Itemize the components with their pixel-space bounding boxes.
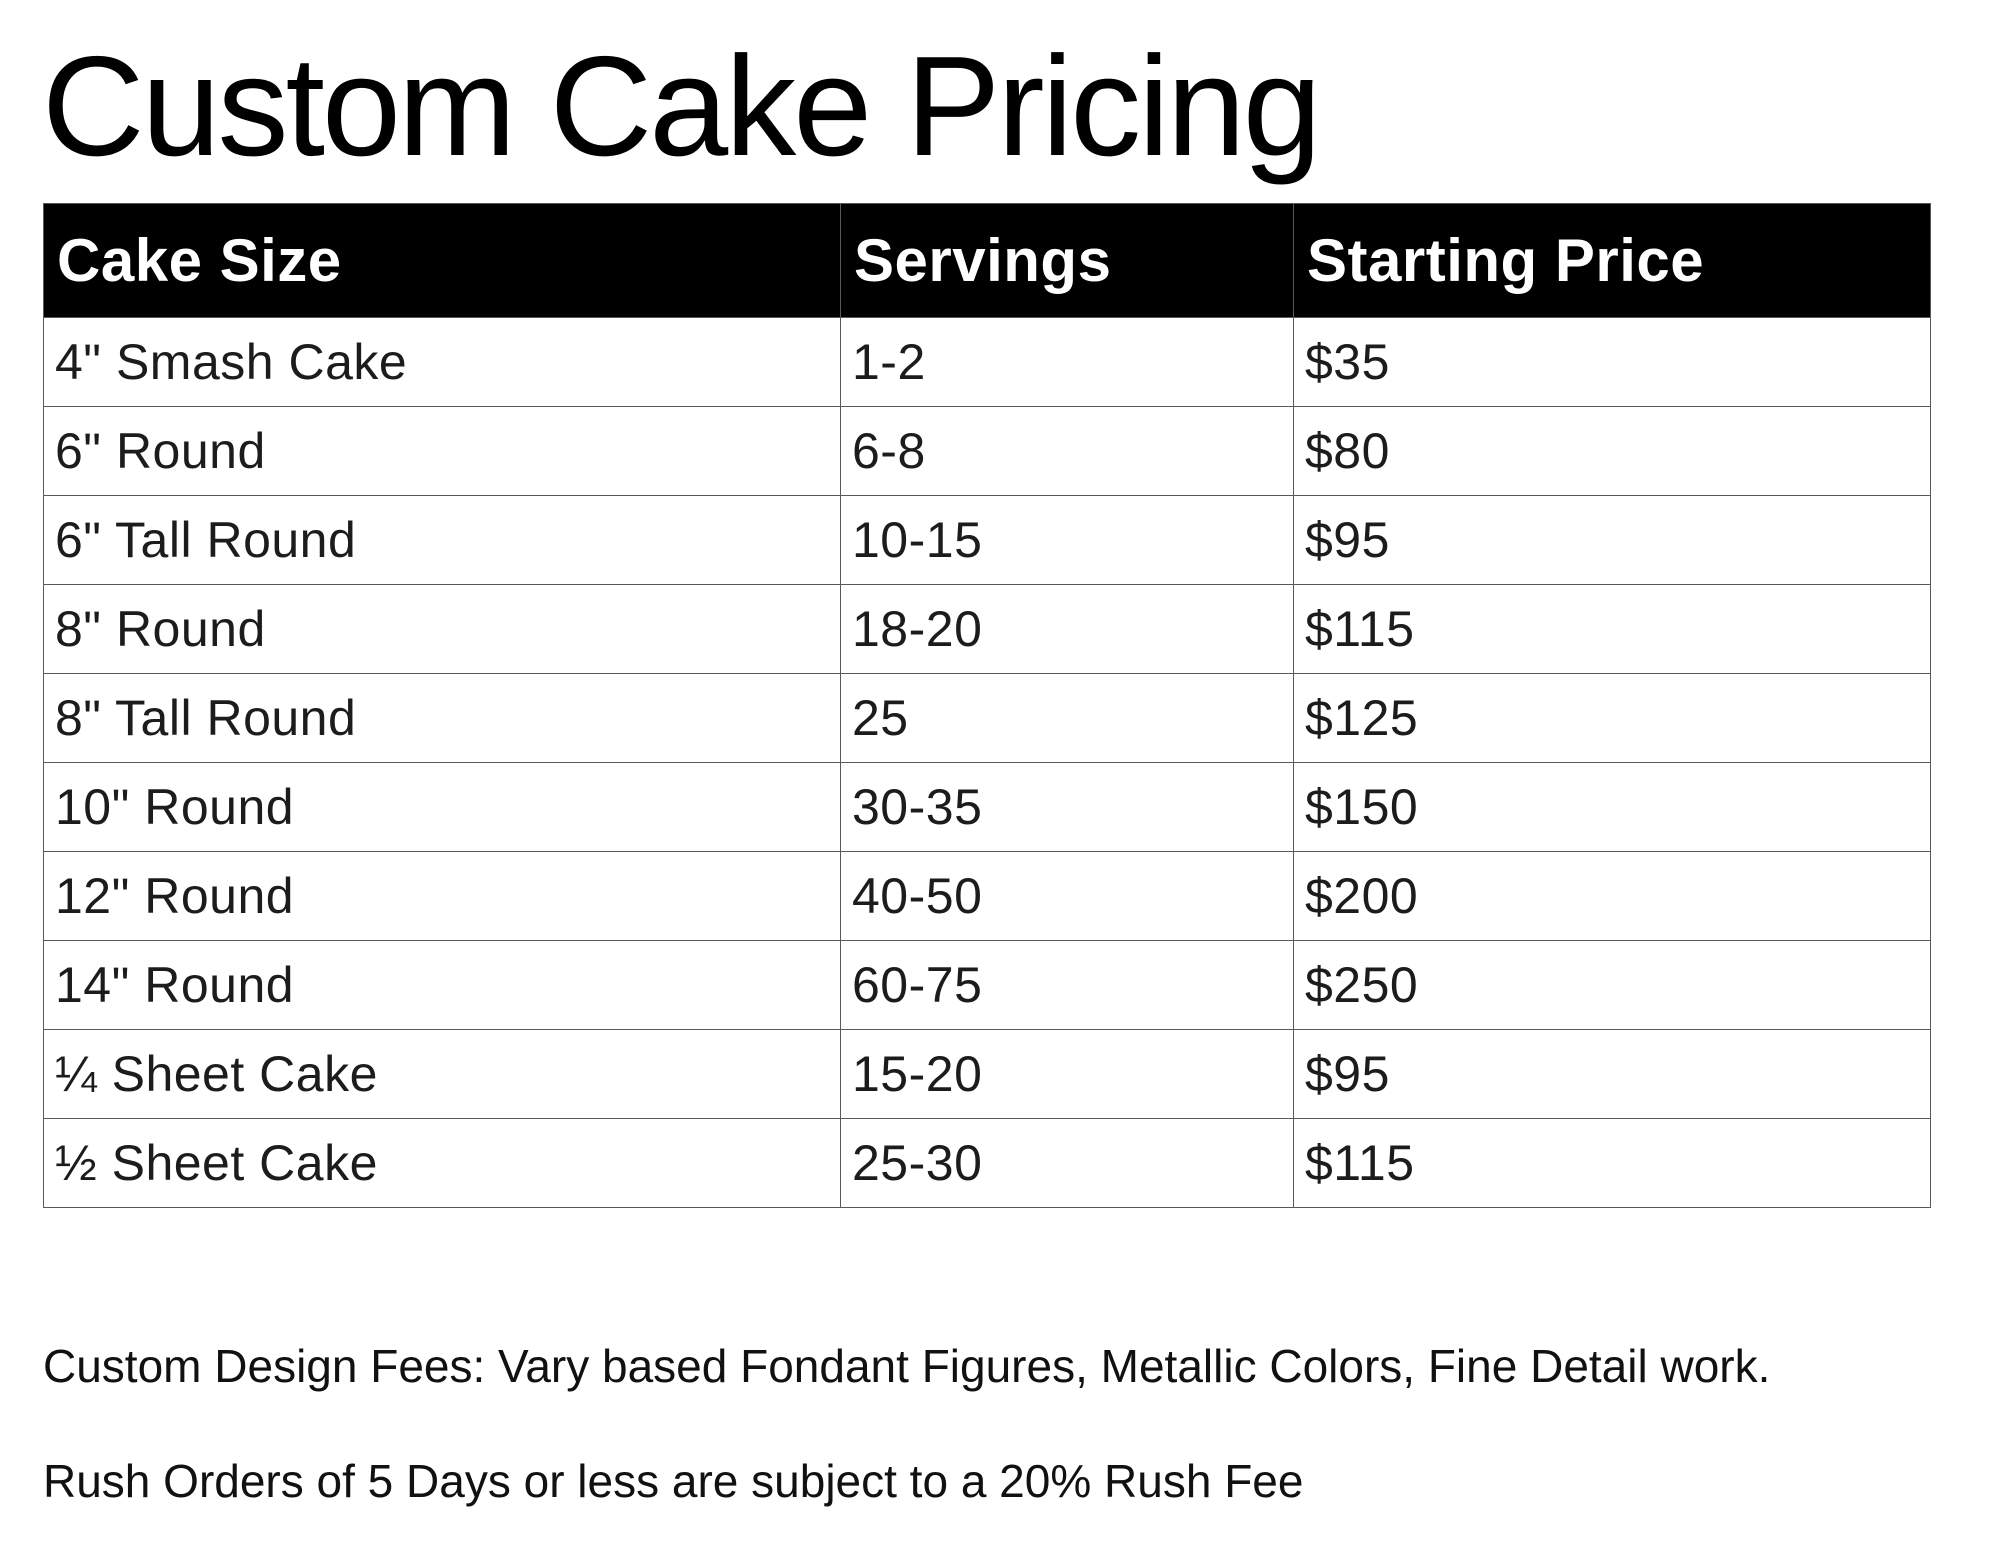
table-row: 4" Smash Cake 1-2 $35 (43, 317, 1931, 407)
servings-cell: 15-20 (840, 1029, 1294, 1119)
table-row: ¼ Sheet Cake 15-20 $95 (43, 1029, 1931, 1119)
page-title: Custom Cake Pricing (42, 27, 1322, 186)
price-cell: $125 (1293, 673, 1931, 763)
servings-cell: 40-50 (840, 851, 1294, 941)
price-cell: $95 (1293, 1029, 1931, 1119)
rush-order-note: Rush Orders of 5 Days or less are subjec… (43, 1455, 1304, 1507)
column-header-servings: Servings (840, 203, 1294, 318)
table-row: 12" Round 40-50 $200 (43, 851, 1931, 941)
cake-size-cell: 12" Round (43, 851, 841, 941)
column-header-starting-price: Starting Price (1293, 203, 1931, 318)
servings-cell: 6-8 (840, 406, 1294, 496)
servings-cell: 25 (840, 673, 1294, 763)
cake-size-cell: 10" Round (43, 762, 841, 852)
table-row: 6" Tall Round 10-15 $95 (43, 495, 1931, 585)
cake-size-cell: 6" Tall Round (43, 495, 841, 585)
table-row: ½ Sheet Cake 25-30 $115 (43, 1118, 1931, 1208)
cake-size-cell: 8" Tall Round (43, 673, 841, 763)
servings-cell: 60-75 (840, 940, 1294, 1030)
cake-size-cell: 14" Round (43, 940, 841, 1030)
cake-size-cell: ¼ Sheet Cake (43, 1029, 841, 1119)
price-cell: $80 (1293, 406, 1931, 496)
price-cell: $35 (1293, 317, 1931, 407)
table-row: 6" Round 6-8 $80 (43, 406, 1931, 496)
custom-design-fees-note: Custom Design Fees: Vary based Fondant F… (43, 1340, 1771, 1392)
cake-size-cell: ½ Sheet Cake (43, 1118, 841, 1208)
price-cell: $115 (1293, 584, 1931, 674)
cake-size-cell: 6" Round (43, 406, 841, 496)
table-row: 8" Round 18-20 $115 (43, 584, 1931, 674)
servings-cell: 18-20 (840, 584, 1294, 674)
table-row: 8" Tall Round 25 $125 (43, 673, 1931, 763)
price-cell: $250 (1293, 940, 1931, 1030)
cake-size-cell: 8" Round (43, 584, 841, 674)
servings-cell: 1-2 (840, 317, 1294, 407)
servings-cell: 30-35 (840, 762, 1294, 852)
price-cell: $115 (1293, 1118, 1931, 1208)
price-cell: $200 (1293, 851, 1931, 941)
price-cell: $95 (1293, 495, 1931, 585)
table-row: 14" Round 60-75 $250 (43, 940, 1931, 1030)
servings-cell: 10-15 (840, 495, 1294, 585)
cake-size-cell: 4" Smash Cake (43, 317, 841, 407)
table-header-row: Cake Size Servings Starting Price (43, 203, 1931, 318)
column-header-cake-size: Cake Size (43, 203, 841, 318)
price-cell: $150 (1293, 762, 1931, 852)
servings-cell: 25-30 (840, 1118, 1294, 1208)
pricing-table: Cake Size Servings Starting Price 4" Sma… (43, 203, 1931, 1208)
table-row: 10" Round 30-35 $150 (43, 762, 1931, 852)
